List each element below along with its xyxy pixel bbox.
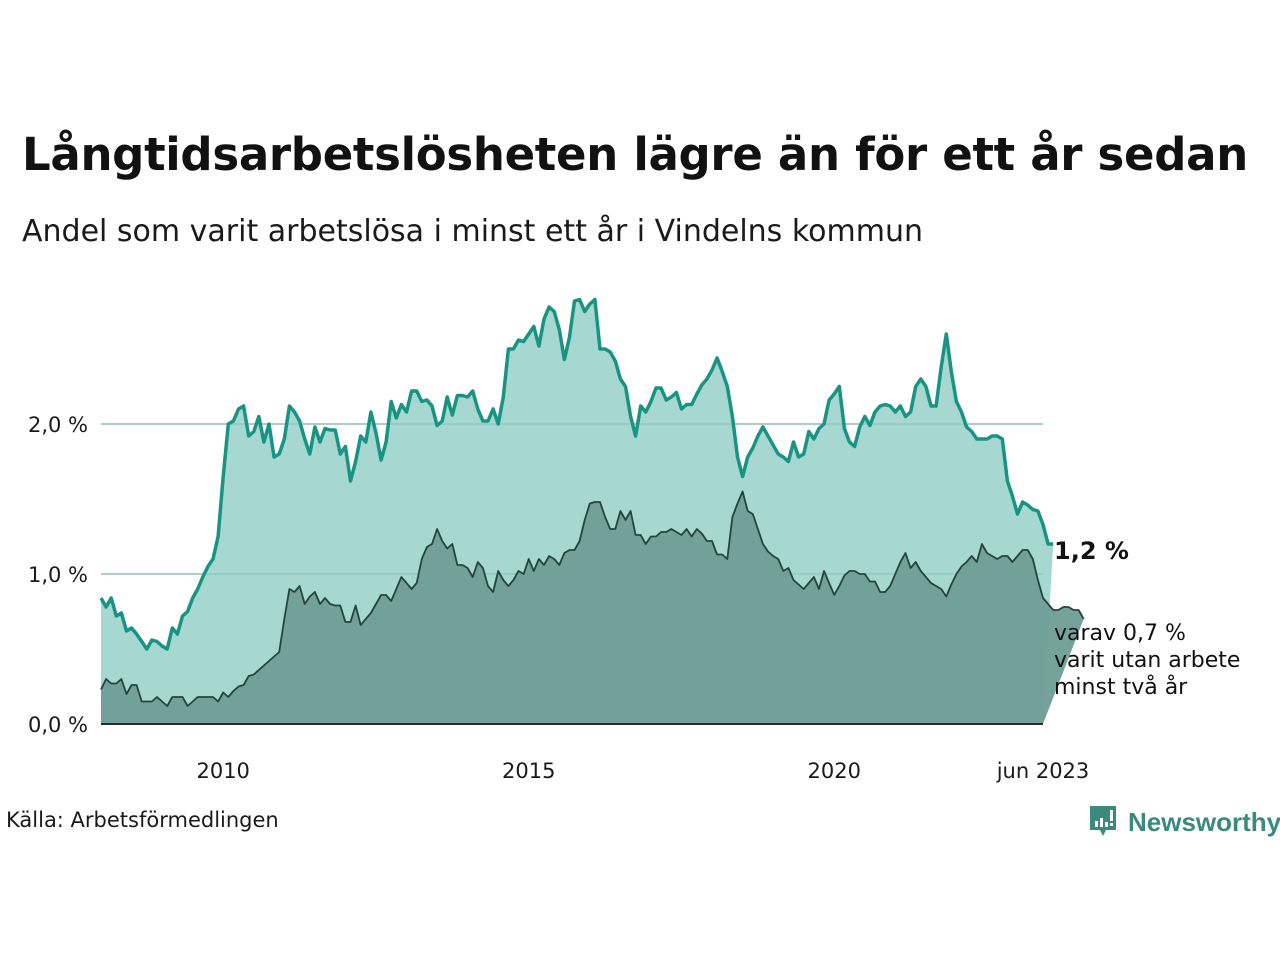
- x-tick-label: 2015: [502, 759, 555, 783]
- line-total: [99, 297, 1054, 651]
- y-tick-label: 2,0 %: [28, 413, 88, 437]
- line-two-year: [100, 490, 1085, 707]
- end-label-total: 1,2 %: [1054, 537, 1129, 565]
- newsworthy-logo-icon: [1090, 806, 1116, 836]
- end-label-two-year: minst två år: [1054, 674, 1188, 700]
- chart-title: Långtidsarbetslösheten lägre än för ett …: [22, 128, 1248, 181]
- end-label-two-year: varav 0,7 %: [1054, 621, 1186, 646]
- chart-subtitle: Andel som varit arbetslösa i minst ett å…: [22, 214, 923, 249]
- series-areas: [99, 297, 1085, 724]
- newsworthy-logo[interactable]: Newsworthy: [1088, 804, 1280, 840]
- x-tick-label: 2010: [196, 759, 249, 783]
- end-label-two-year: varit utan arbete: [1054, 648, 1240, 673]
- newsworthy-logo-text: Newsworthy: [1128, 806, 1280, 837]
- source-note: Källa: Arbetsförmedlingen: [6, 808, 279, 832]
- x-tick-label: 2020: [808, 759, 861, 783]
- area-two-year: [101, 491, 1084, 724]
- axes: 0,0 % 1,0 % 2,0 % 2010 2015 2020 jun 2023: [28, 413, 1089, 783]
- y-tick-label: 0,0 %: [28, 713, 88, 737]
- y-tick-label: 1,0 %: [28, 563, 88, 587]
- x-tick-label: jun 2023: [996, 759, 1090, 783]
